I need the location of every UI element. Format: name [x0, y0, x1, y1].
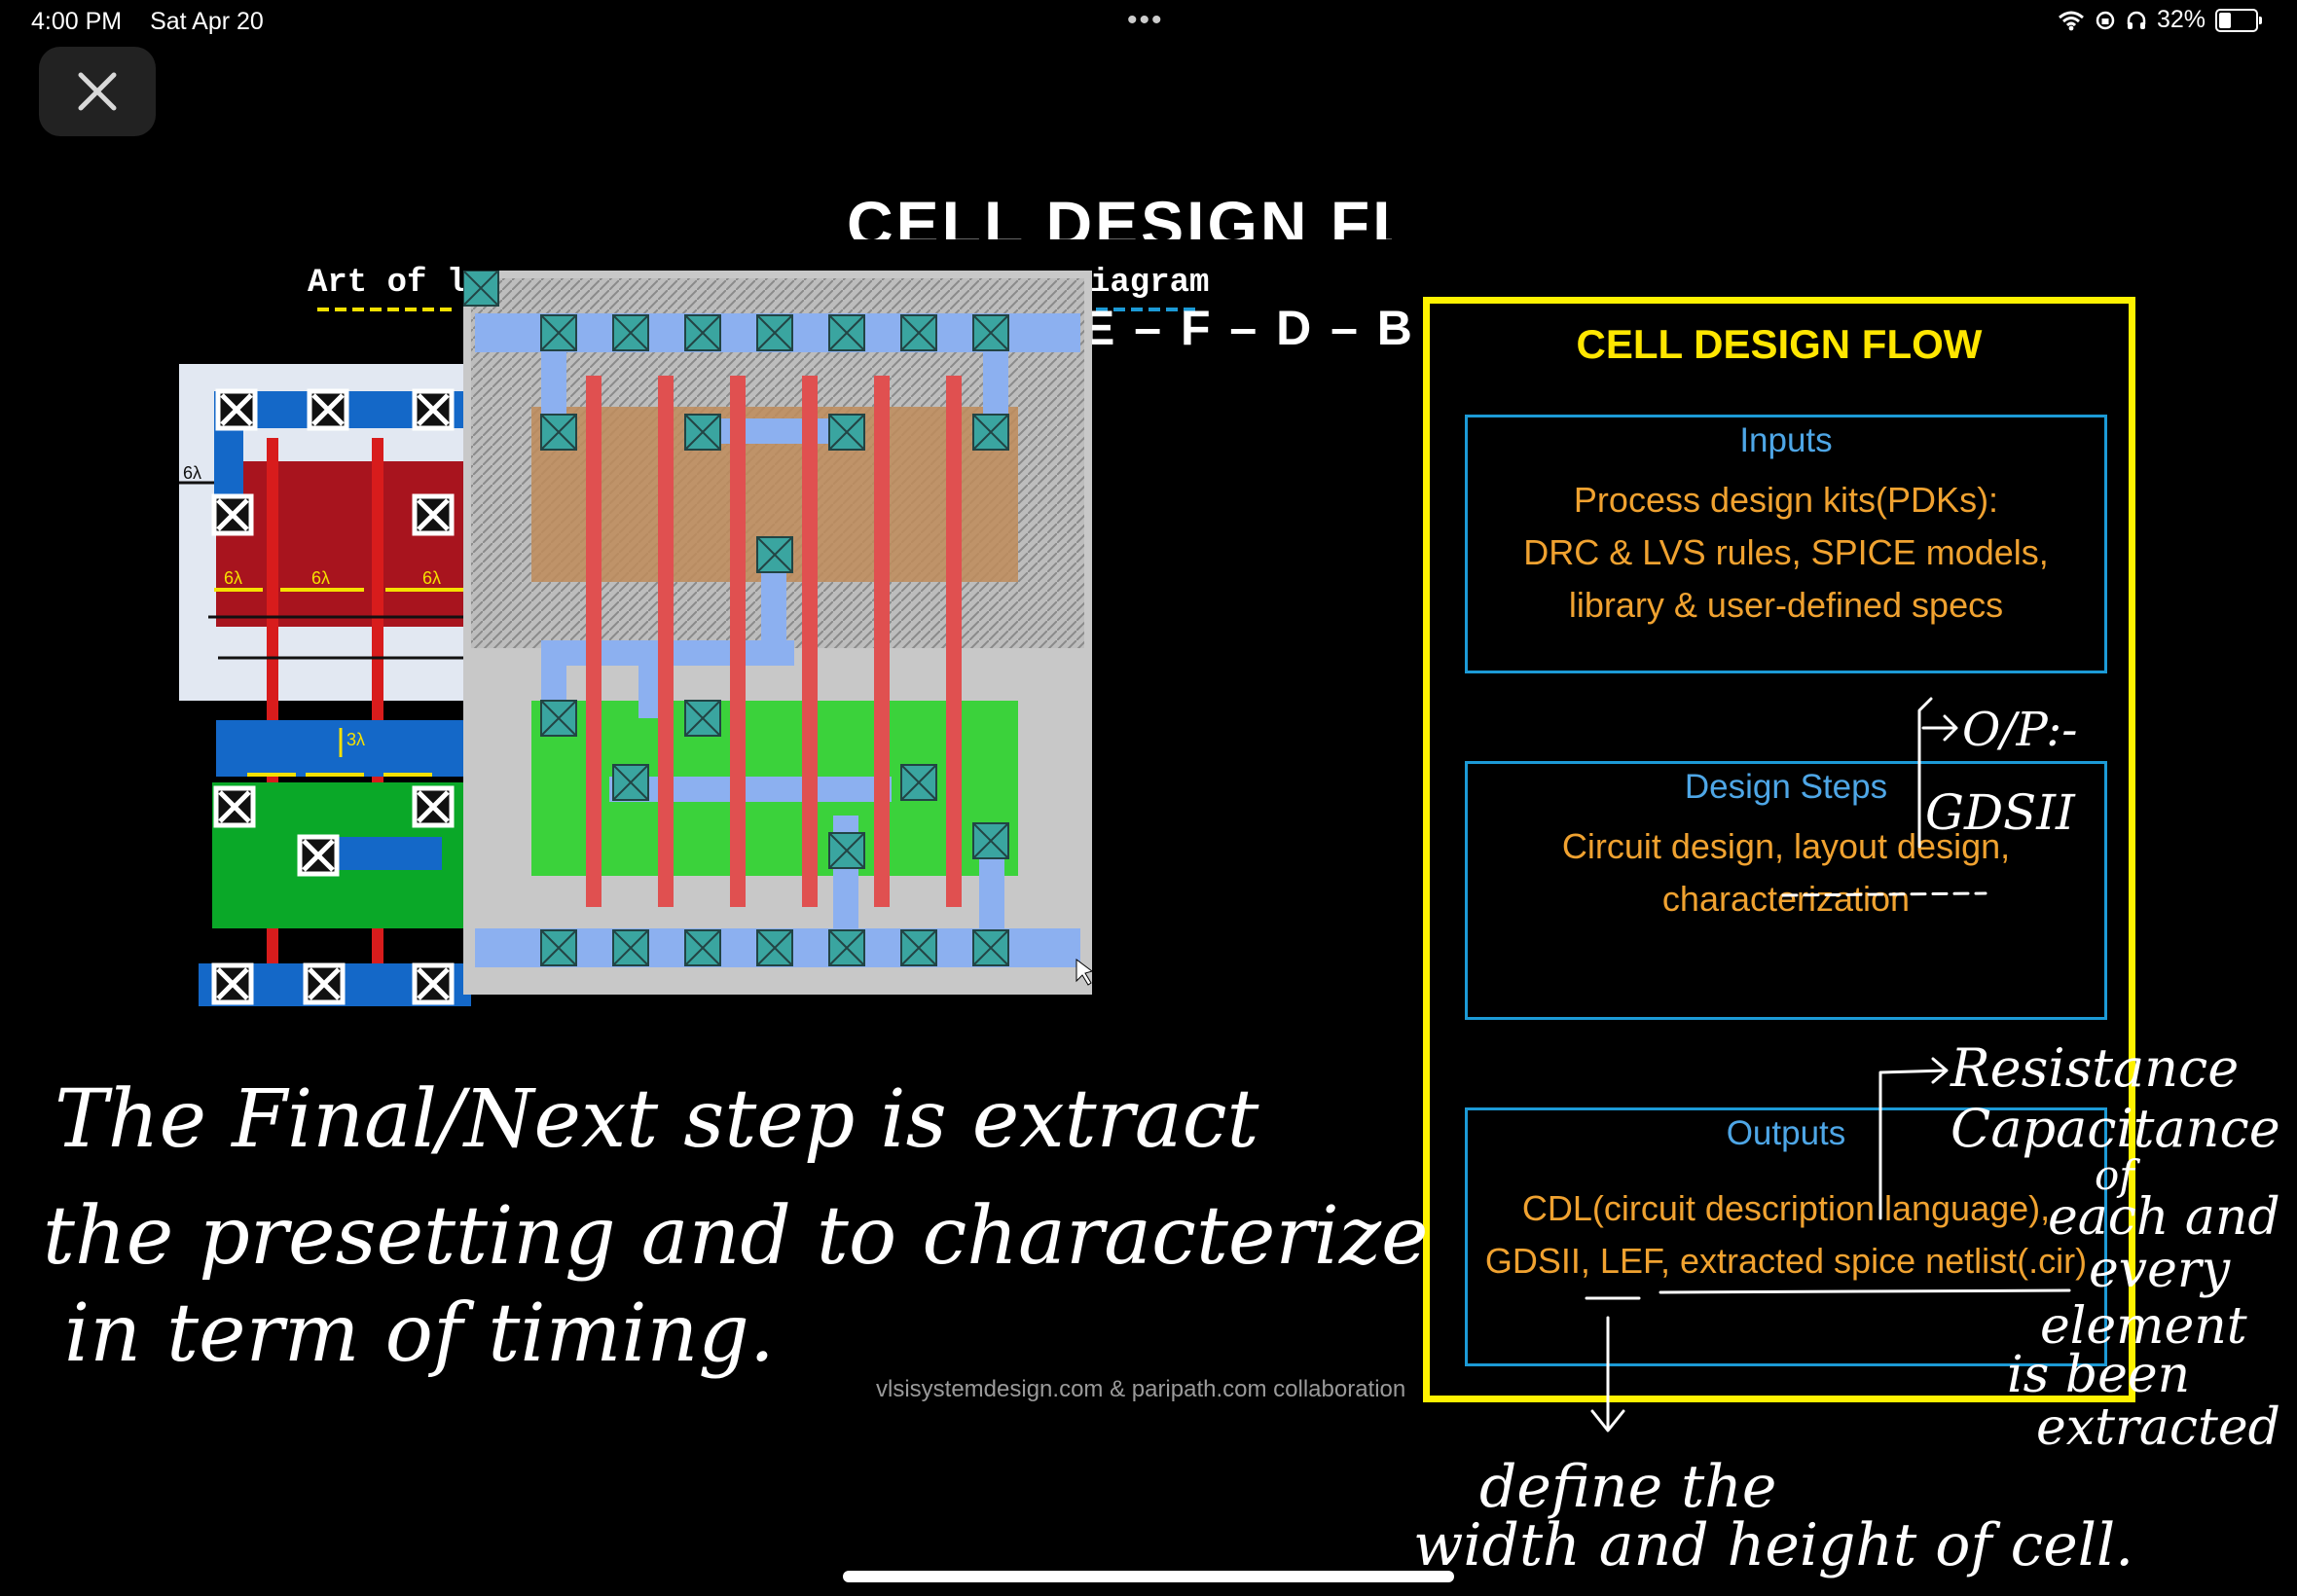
define-note-1: define the: [1479, 1453, 1776, 1521]
op-value: GDSII: [1925, 784, 2076, 841]
steps-line-1: Circuit design, layout design,: [1561, 826, 2011, 866]
layout-diagram-left: 6λ 6λ 6λ 6λ 3λ: [179, 364, 471, 1006]
lambda-label-3: 6λ: [311, 568, 330, 588]
netlist-underline: [1659, 1288, 2071, 1294]
slide-title-partial: CELL DESIGN FLOW: [847, 188, 1392, 239]
design-steps-heading: Design Steps: [1684, 768, 1888, 806]
status-date: Sat Apr 20: [150, 8, 264, 35]
home-indicator[interactable]: [843, 1571, 1454, 1582]
orientation-lock-icon: [2096, 11, 2115, 29]
op-bracket: [1917, 697, 1933, 849]
status-time: 4:00 PM: [31, 8, 123, 35]
flow-title: CELL DESIGN FLOW: [1576, 321, 1983, 367]
note-line-1: The Final/Next step is extract: [55, 1073, 1260, 1166]
design-steps-body: Circuit design, layout design, character…: [1468, 820, 2104, 925]
note-line-2: the presetting and to characterize: [43, 1190, 1429, 1283]
outputs-box: Outputs CDL(circuit description language…: [1465, 1107, 2107, 1366]
stick-diagram-text: iagram: [1090, 265, 1210, 302]
rc-note-2: Capacitance: [1951, 1098, 2280, 1159]
battery-percent: 32%: [2156, 6, 2206, 33]
op-arrow-icon: [1921, 714, 1958, 742]
wifi-icon: [2058, 11, 2084, 30]
rc-note-1: Resistance: [1950, 1037, 2239, 1099]
define-note-2: width and height of cell.: [1413, 1511, 2133, 1579]
rc-note-5: every: [2089, 1241, 2231, 1299]
headphones-icon: [2127, 11, 2146, 29]
rc-arrow-icon: [1878, 1057, 1949, 1220]
rc-note-4: each and: [2048, 1188, 2280, 1247]
lambda-label-2: 6λ: [224, 568, 242, 588]
multitasking-dots-icon[interactable]: •••: [1127, 4, 1164, 36]
inputs-heading: Inputs: [1739, 421, 1833, 459]
art-of-layout-text: Art of l: [308, 265, 467, 302]
lambda-label-1: 6λ: [183, 463, 201, 483]
outputs-line-2: GDSII, LEF, extracted spice netlist(.cir…: [1484, 1241, 2088, 1281]
inputs-box: Inputs Process design kits(PDKs): DRC & …: [1465, 415, 2107, 673]
rc-note-3: of: [2095, 1151, 2140, 1199]
cmos-layout-window: [463, 271, 1092, 995]
close-icon: [78, 72, 117, 111]
close-button[interactable]: [39, 47, 156, 136]
outputs-body: CDL(circuit description language), GDSII…: [1468, 1182, 2104, 1288]
layout-design-underline: [1781, 891, 1987, 897]
lambda-label-4: 6λ: [422, 568, 441, 588]
outputs-heading: Outputs: [1726, 1114, 1846, 1152]
status-bar-time-date: 4:00 PM Sat Apr 20: [31, 8, 285, 36]
steps-line-2: characterization: [1661, 879, 1911, 919]
rc-note-6: element: [2040, 1297, 2247, 1356]
battery-icon: [2215, 8, 2262, 32]
cell-design-flow-box: CELL DESIGN FLOW Inputs Process design k…: [1423, 297, 2135, 1402]
define-arrow-icon: [1590, 1316, 1625, 1433]
lambda-label-5: 3λ: [346, 730, 365, 749]
rc-note-8: extracted: [2036, 1398, 2280, 1457]
rc-note-7: is been: [2007, 1346, 2190, 1404]
op-label: O/P:-: [1962, 703, 2078, 757]
euler-path-sequence: E – F – D – B: [1082, 301, 1415, 355]
inputs-line-2: DRC & LVS rules, SPICE models,: [1523, 532, 2049, 572]
inputs-body: Process design kits(PDKs): DRC & LVS rul…: [1468, 474, 2104, 632]
inputs-line-3: library & user-defined specs: [1568, 585, 2004, 625]
outputs-line-1: CDL(circuit description language),: [1521, 1188, 2051, 1228]
status-bar-indicators: 32%: [2058, 6, 2262, 34]
title-underlines: [317, 308, 1198, 311]
credit-text: vlsisystemdesign.com & paripath.com coll…: [876, 1376, 1406, 1402]
note-line-3: in term of timing.: [64, 1288, 775, 1380]
inputs-line-1: Process design kits(PDKs):: [1573, 480, 1999, 520]
design-steps-box: Design Steps Circuit design, layout desi…: [1465, 761, 2107, 1020]
